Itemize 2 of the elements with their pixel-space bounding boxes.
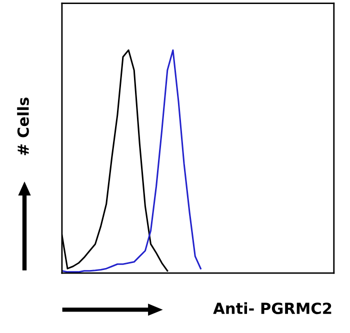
y-axis-title: # Cells: [17, 98, 29, 156]
x-axis-title: Anti- PGRMC2: [213, 302, 332, 314]
